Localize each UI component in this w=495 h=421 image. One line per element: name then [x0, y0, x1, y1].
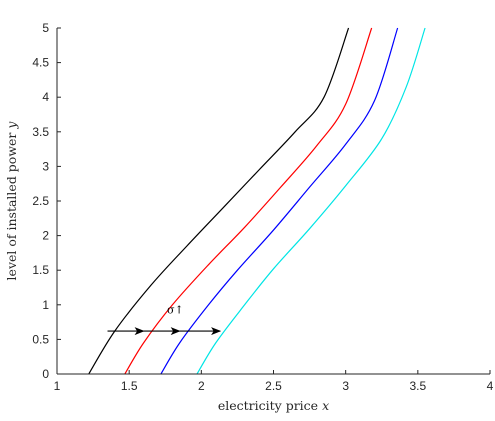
y-tick-label: 5	[42, 21, 49, 35]
y-axis-label: level of installed power y	[4, 121, 19, 281]
x-axis-label: electricity price x	[218, 398, 329, 413]
x-tick-label: 2.5	[265, 379, 282, 393]
x-tick-label: 3	[342, 379, 349, 393]
y-tick-label: 4	[42, 90, 49, 104]
x-tick-label: 1	[54, 379, 61, 393]
x-tick-label: 4	[487, 379, 494, 393]
y-tick-label: 3	[42, 159, 49, 173]
y-tick-label: 0	[42, 367, 49, 381]
y-tick-label: 0.5	[32, 332, 49, 346]
x-tick-label: 1.5	[121, 379, 138, 393]
series-line-3	[160, 27, 399, 375]
series-line-2	[124, 27, 373, 375]
x-tick-label: 2	[198, 379, 205, 393]
y-tick-label: 1.5	[32, 263, 49, 277]
y-tick-label: 3.5	[32, 125, 49, 139]
series-line-1	[88, 27, 350, 375]
y-tick-label: 1	[42, 298, 49, 312]
y-tick-label: 4.5	[32, 56, 49, 70]
series-line-4	[196, 27, 426, 375]
sigma-annotation: σ↑	[167, 304, 184, 317]
y-tick-label: 2	[42, 229, 49, 243]
y-tick-label: 2.5	[32, 194, 49, 208]
x-tick-label: 3.5	[409, 379, 426, 393]
